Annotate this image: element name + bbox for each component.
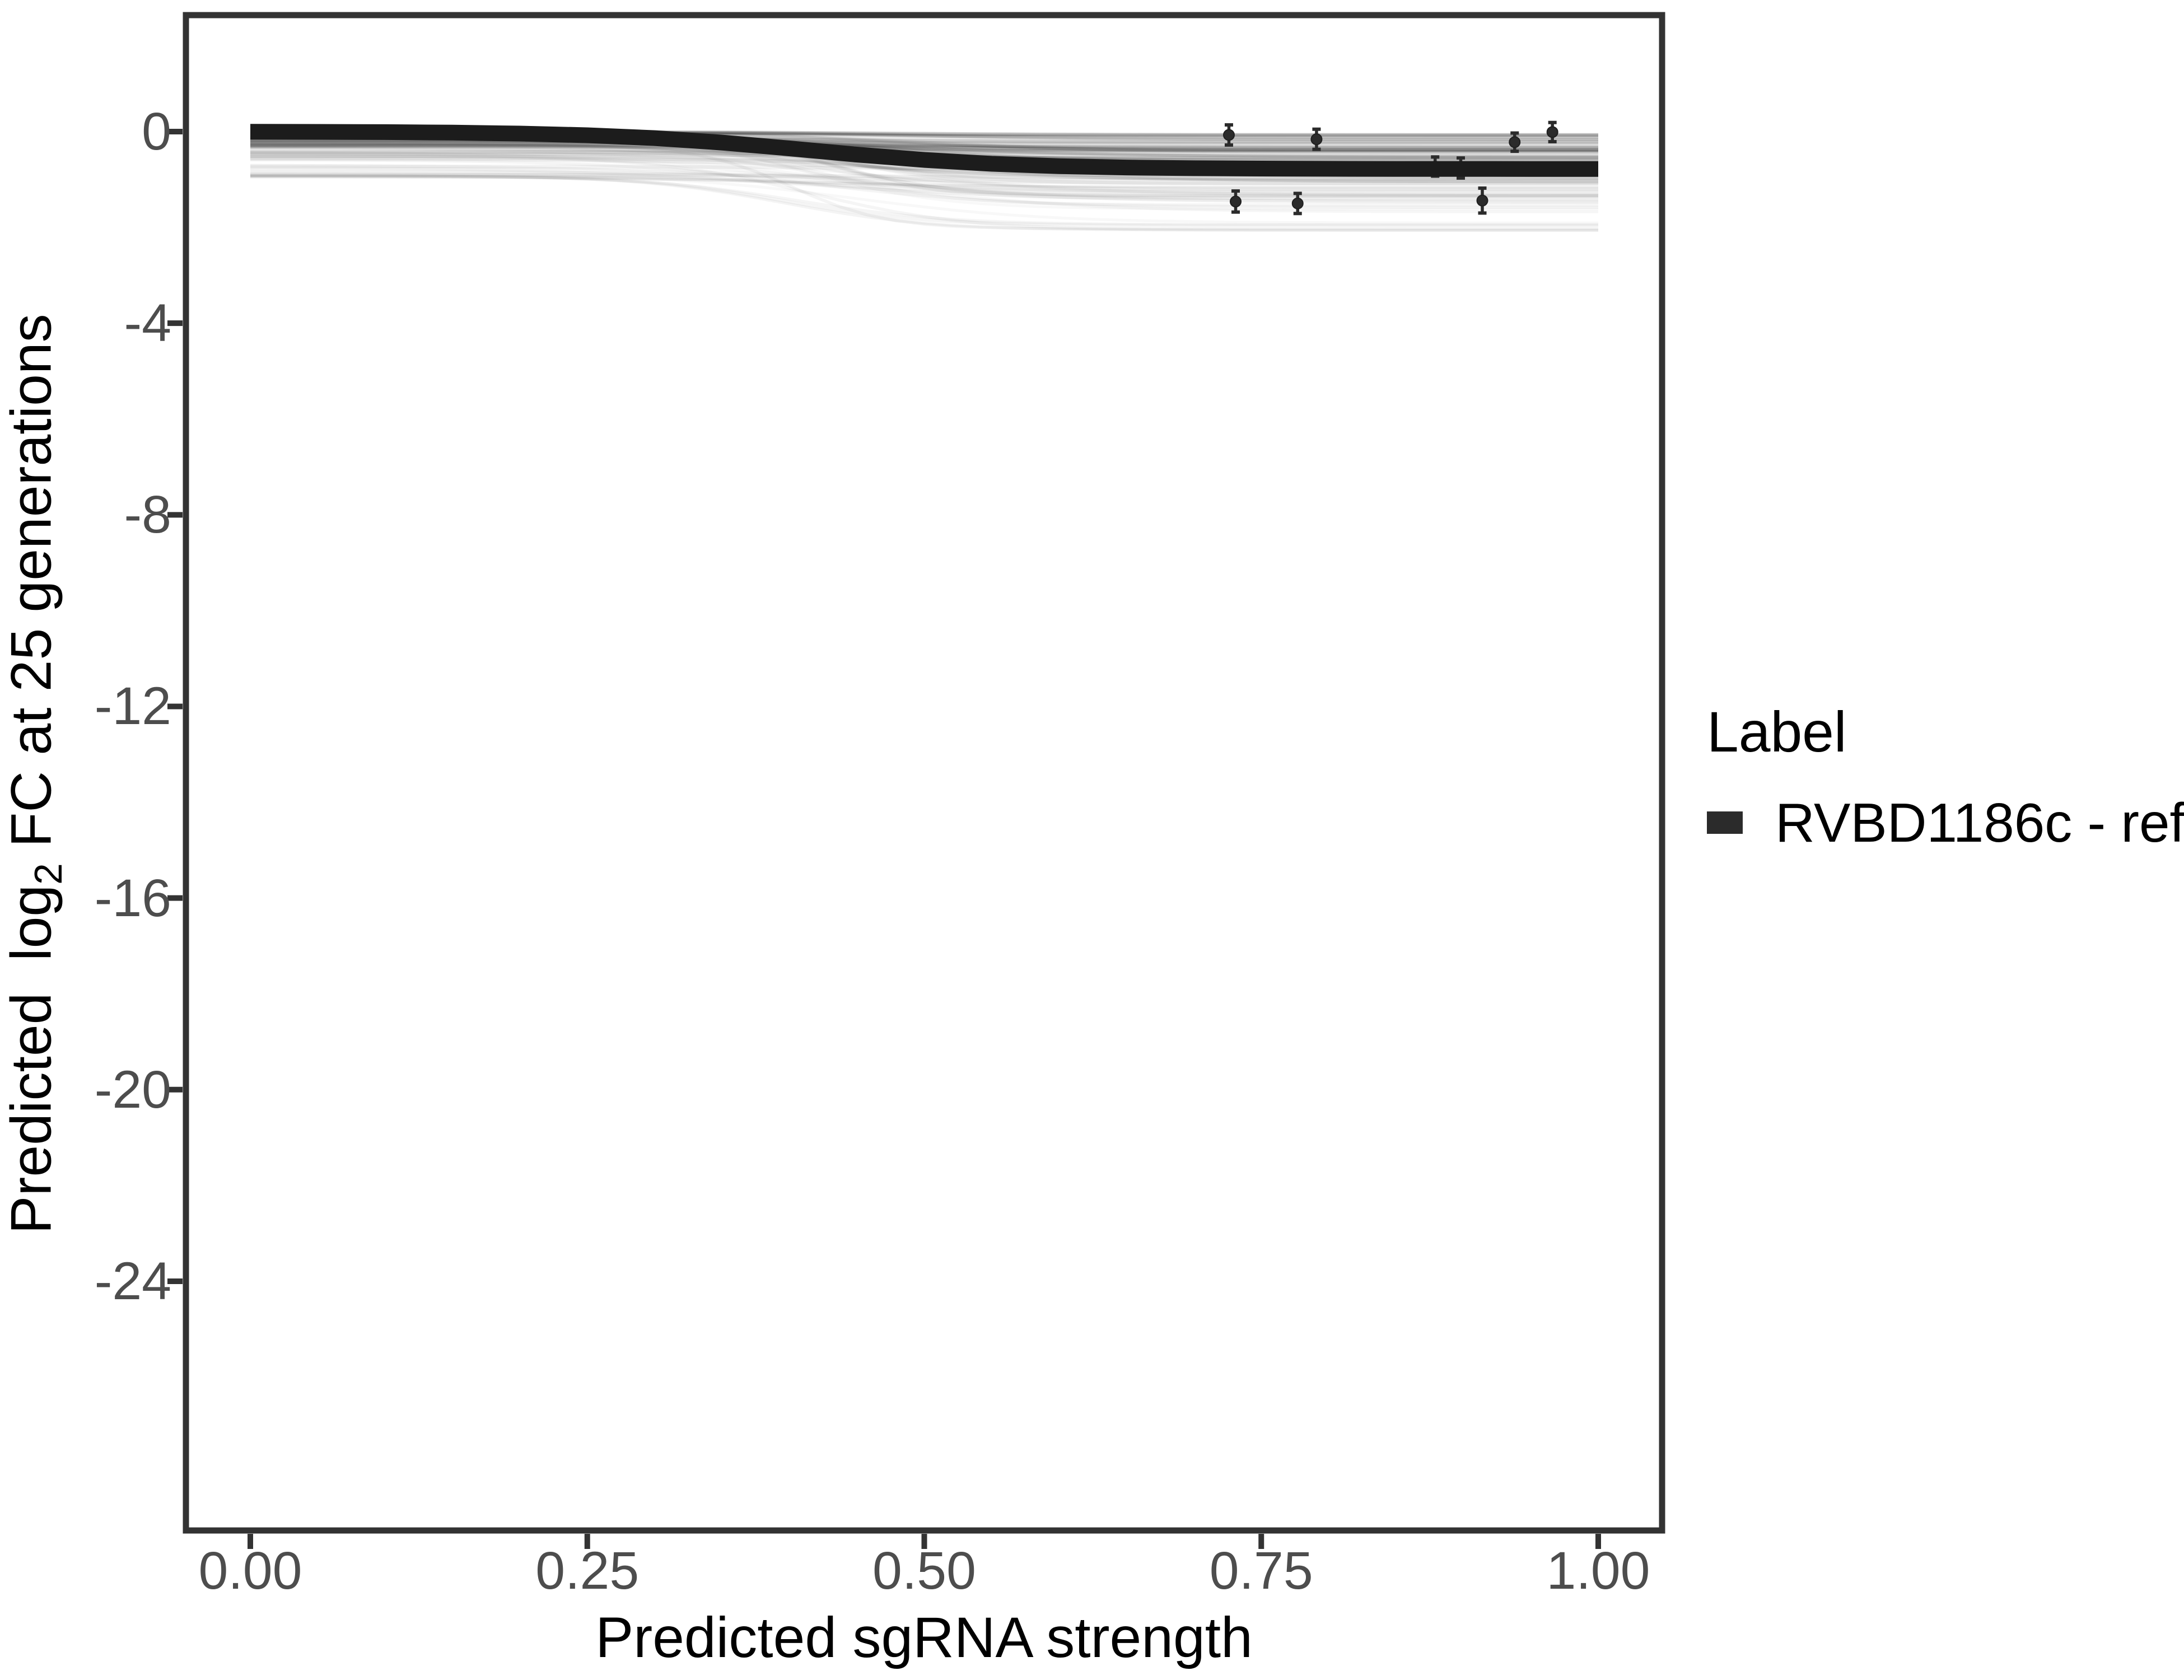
data-point-marker (1546, 126, 1558, 138)
ensemble-curve (250, 143, 1598, 231)
y-tick-label--24: -24 (94, 1251, 171, 1311)
ensemble-curves (250, 129, 1599, 232)
data-point-with-error-bar (1222, 123, 1235, 147)
main-fit-line (250, 124, 1598, 177)
ensemble-curve (250, 143, 1598, 151)
x-tick-label-0.00: 0.00 (198, 1541, 302, 1600)
y-tick-label--12: -12 (94, 676, 171, 736)
y-tick-label-0: 0 (142, 102, 171, 161)
x-tick-label-0.25: 0.25 (535, 1541, 640, 1600)
legend-key-line-swatch (1707, 811, 1743, 834)
ensemble-curve (250, 145, 1598, 182)
ensemble-curve (250, 175, 1598, 189)
legend: Label RVBD1186c - ref (1707, 698, 2184, 850)
x-tick-label-0.75: 0.75 (1209, 1541, 1313, 1600)
y-axis-title-suffix: FC at 25 generations (0, 314, 63, 864)
x-axis-title: Predicted sgRNA strength (595, 1606, 1253, 1669)
data-point-with-error-bar (1291, 192, 1304, 216)
ensemble-curve (250, 141, 1598, 154)
ensemble-curve (250, 145, 1598, 157)
x-tick-label-1.00: 1.00 (1546, 1541, 1650, 1600)
ensemble-curve (250, 142, 1598, 149)
y-tick-label--16: -16 (94, 868, 171, 928)
ensemble-curve (250, 139, 1598, 146)
ensemble-curve (250, 166, 1599, 203)
y-axis-title: Predicted log2 FC at 25 generations (0, 314, 71, 1234)
data-point-marker (1509, 136, 1521, 148)
data-point-with-error-bar (1230, 189, 1242, 214)
data-point-marker (1310, 133, 1323, 146)
data-point-with-error-bar (1509, 131, 1521, 153)
ensemble-curve (250, 143, 1598, 152)
data-point-marker (1476, 194, 1488, 207)
ensemble-curve (250, 174, 1598, 232)
y-axis-title-prefix: Predicted log (0, 884, 63, 1234)
ensemble-curve (250, 139, 1598, 153)
ensemble-curve (250, 172, 1598, 180)
ensemble-curve (250, 174, 1598, 227)
ensemble-curve (250, 141, 1598, 149)
ensemble-curve (250, 141, 1598, 151)
panel-frame (183, 12, 1665, 1534)
axes (167, 12, 1665, 1549)
legend-title: Label (1707, 700, 1847, 764)
ensemble-curve (250, 142, 1598, 148)
data-point-with-error-bar (1476, 186, 1488, 215)
data-point-marker (1222, 129, 1235, 141)
y-tick-label--8: -8 (124, 485, 171, 545)
data-point-with-error-bar (1546, 120, 1558, 143)
ensemble-curve (250, 169, 1598, 186)
x-tick-label-0.50: 0.50 (872, 1541, 976, 1600)
ensemble-curve (250, 175, 1598, 226)
y-tick-label--4: -4 (124, 293, 171, 353)
legend-item-label: RVBD1186c - ref (1775, 792, 2184, 854)
legend-item-rvbd1186c: RVBD1186c - ref (1707, 795, 2184, 850)
y-tick-label--20: -20 (94, 1060, 171, 1119)
data-point-marker (1230, 195, 1242, 208)
data-point-with-error-bar (1310, 127, 1323, 151)
data-point-marker (1291, 197, 1304, 209)
y-axis-title-subscript: 2 (26, 863, 70, 885)
